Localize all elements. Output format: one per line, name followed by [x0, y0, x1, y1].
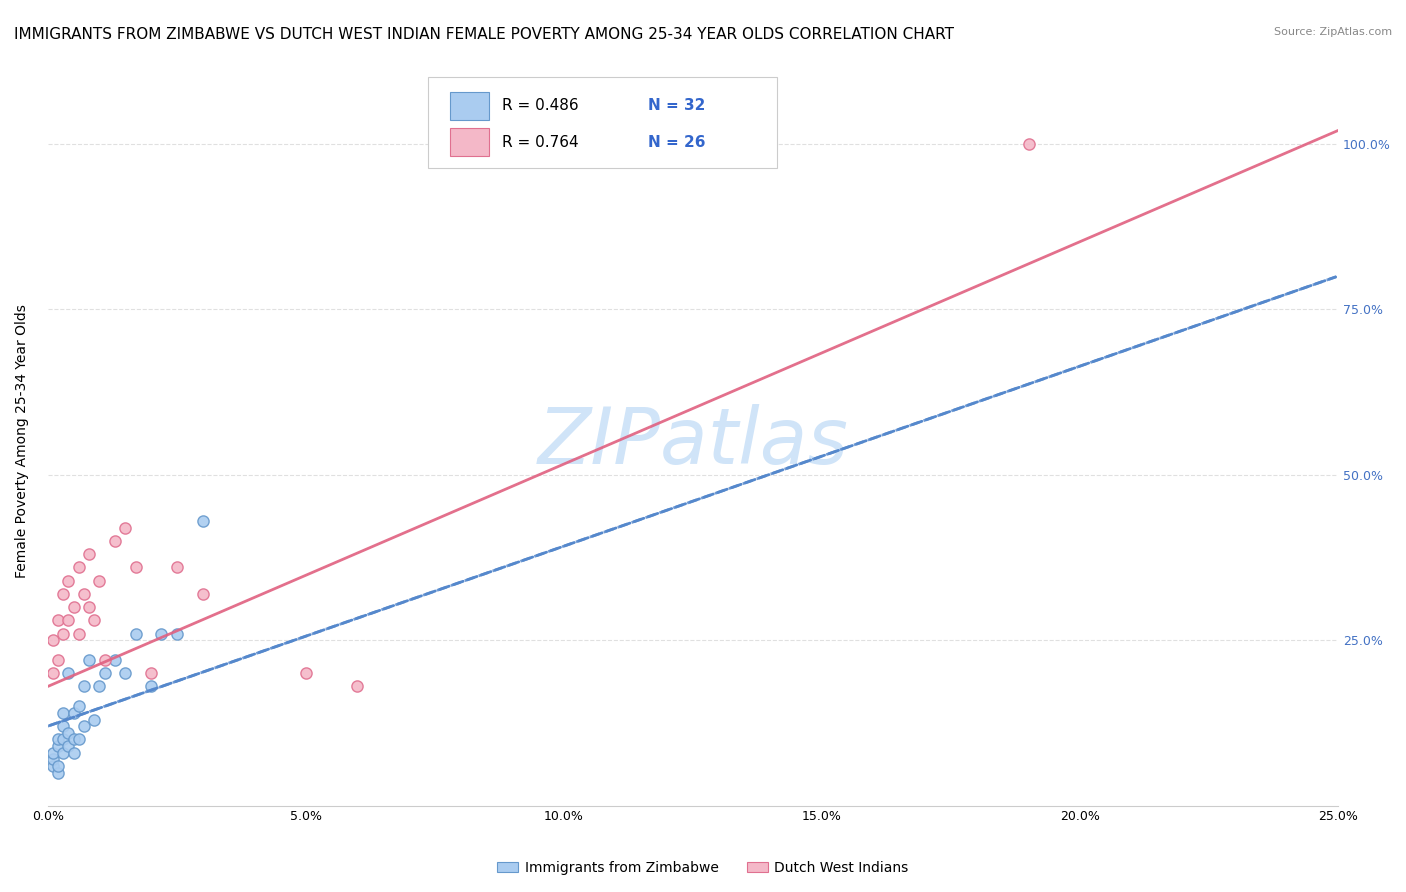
Point [62, 732, 84, 747]
Point [42, 666, 65, 681]
Legend: Immigrants from Zimbabwe, Dutch West Indians: Immigrants from Zimbabwe, Dutch West Ind… [492, 855, 914, 880]
Point [104, 533, 127, 548]
Text: N = 26: N = 26 [648, 135, 706, 150]
Point [124, 626, 146, 640]
Point [346, 680, 368, 694]
Point [124, 560, 146, 574]
Point [52, 587, 75, 601]
Point [166, 560, 188, 574]
Point [114, 666, 136, 681]
Point [139, 666, 162, 681]
Text: Source: ZipAtlas.com: Source: ZipAtlas.com [1274, 27, 1392, 37]
Point [67, 626, 90, 640]
Text: N = 32: N = 32 [648, 98, 706, 113]
Point [58, 666, 80, 681]
Point [46, 613, 69, 627]
Point [67, 699, 90, 714]
Point [166, 626, 188, 640]
Point [67, 732, 90, 747]
Point [73, 680, 96, 694]
Point [191, 514, 214, 528]
Point [114, 520, 136, 534]
Point [58, 613, 80, 627]
Point [58, 739, 80, 753]
Point [46, 739, 69, 753]
Point [62, 600, 84, 615]
Y-axis label: Female Poverty Among 25-34 Year Olds: Female Poverty Among 25-34 Year Olds [15, 304, 30, 579]
Point [42, 759, 65, 773]
Text: ZIPatlas: ZIPatlas [537, 403, 848, 480]
Point [52, 732, 75, 747]
Text: R = 0.486: R = 0.486 [502, 98, 579, 113]
Point [83, 713, 105, 727]
Point [52, 746, 75, 760]
Point [73, 719, 96, 733]
FancyBboxPatch shape [450, 92, 489, 120]
Point [46, 759, 69, 773]
FancyBboxPatch shape [429, 78, 778, 169]
Point [93, 653, 115, 667]
Point [89, 574, 111, 588]
Point [58, 726, 80, 740]
Point [191, 587, 214, 601]
Point [42, 633, 65, 648]
Point [77, 600, 100, 615]
Point [139, 680, 162, 694]
Point [77, 547, 100, 561]
Point [104, 653, 127, 667]
Point [83, 613, 105, 627]
FancyBboxPatch shape [450, 128, 489, 156]
Point [93, 666, 115, 681]
Point [52, 626, 75, 640]
Point [73, 587, 96, 601]
Point [46, 732, 69, 747]
Point [58, 574, 80, 588]
Point [46, 765, 69, 780]
Text: R = 0.764: R = 0.764 [502, 135, 579, 150]
Point [89, 680, 111, 694]
Point [150, 626, 173, 640]
Point [42, 746, 65, 760]
Point [62, 746, 84, 760]
Point [77, 653, 100, 667]
Text: IMMIGRANTS FROM ZIMBABWE VS DUTCH WEST INDIAN FEMALE POVERTY AMONG 25-34 YEAR OL: IMMIGRANTS FROM ZIMBABWE VS DUTCH WEST I… [14, 27, 955, 42]
Point [46, 653, 69, 667]
Point [1018, 136, 1040, 151]
Point [42, 752, 65, 766]
Point [52, 719, 75, 733]
Point [67, 560, 90, 574]
Point [62, 706, 84, 720]
Point [52, 706, 75, 720]
Point [295, 666, 318, 681]
